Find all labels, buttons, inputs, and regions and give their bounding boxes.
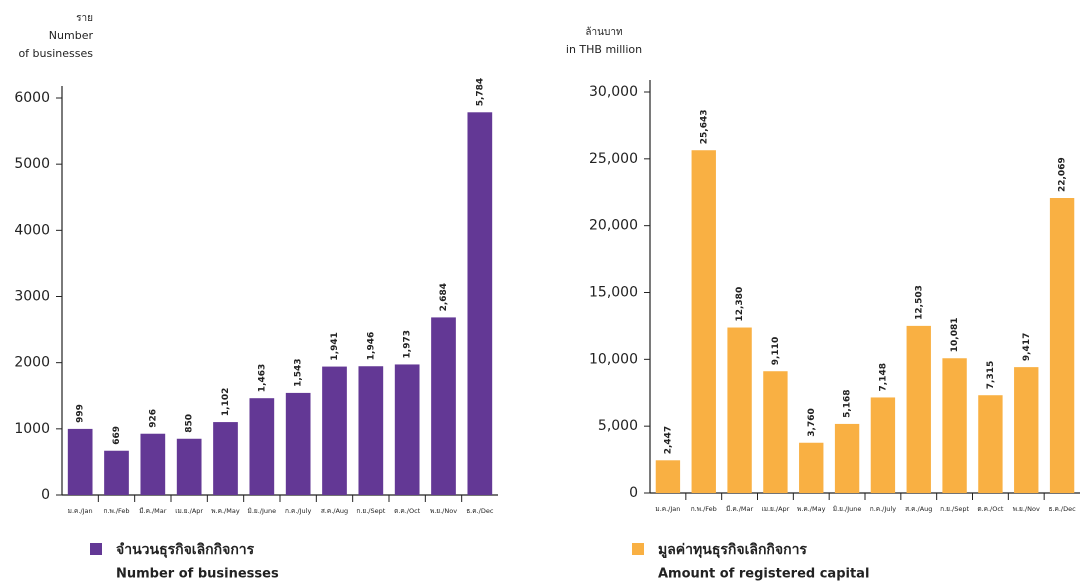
x-tick-label: ก.ค./July <box>285 507 311 515</box>
x-tick-label: ต.ค./Oct <box>394 507 421 515</box>
legend-label: จำนวนธุรกิจเลิกกิจการ <box>116 542 255 558</box>
x-tick-label: ก.ย./Sept <box>356 507 385 515</box>
bar <box>834 423 860 493</box>
value-label: 22,069 <box>1058 157 1068 192</box>
x-tick-label: มี.ค./Mar <box>726 505 754 513</box>
x-tick-label: ก.ย./Sept <box>940 505 969 513</box>
y-axis-label: ล้านบาท <box>585 26 622 38</box>
x-tick-label: ธ.ค./Dec <box>466 507 494 515</box>
x-tick-label: ต.ค./Oct <box>977 505 1004 513</box>
value-label: 9,110 <box>771 337 781 365</box>
value-label: 7,315 <box>986 361 996 389</box>
x-tick-label: ม.ค./Jan <box>68 507 93 515</box>
x-tick-label: ส.ค./Aug <box>321 507 348 515</box>
x-tick-label: ส.ค./Aug <box>905 505 932 513</box>
y-tick-label: 15,000 <box>589 285 638 301</box>
value-label: 12,380 <box>735 287 745 322</box>
x-tick-label: มิ.ย./June <box>833 505 862 513</box>
x-tick-label: เม.ย./Apr <box>175 507 203 515</box>
bar <box>870 397 896 493</box>
legend-label: Amount of registered capital <box>658 567 869 582</box>
y-tick-label: 3000 <box>14 289 50 305</box>
bar <box>213 422 238 495</box>
y-axis-label: in THB million <box>566 43 642 56</box>
y-tick-label: 20,000 <box>589 218 638 234</box>
y-tick-label: 0 <box>41 487 50 503</box>
y-tick-label: 5,000 <box>598 418 638 434</box>
y-tick-label: 4000 <box>14 222 50 238</box>
y-axis-label: of businesses <box>18 47 93 60</box>
value-label: 25,643 <box>699 110 709 145</box>
value-label: 9,417 <box>1022 333 1032 361</box>
value-label: 1,543 <box>294 358 304 386</box>
bar <box>431 317 456 495</box>
bar <box>285 392 311 495</box>
y-tick-label: 2000 <box>14 355 50 371</box>
value-label: 926 <box>148 409 158 428</box>
bar <box>467 112 493 496</box>
bar <box>763 371 788 493</box>
x-tick-label: มี.ค./Mar <box>139 507 167 515</box>
x-tick-label: ก.พ./Feb <box>103 507 129 515</box>
bar <box>1014 367 1039 493</box>
y-axis-label: Number <box>49 29 94 42</box>
value-label: 3,760 <box>807 408 817 436</box>
value-label: 1,946 <box>366 332 376 360</box>
legend-swatch <box>632 543 644 555</box>
bar <box>655 460 681 493</box>
value-label: 2,684 <box>439 283 449 311</box>
bar <box>906 325 931 493</box>
value-label: 2,447 <box>663 426 673 454</box>
bar <box>978 395 1003 493</box>
value-label: 1,973 <box>403 330 413 358</box>
value-label: 7,148 <box>878 363 888 391</box>
bar <box>358 366 384 495</box>
bar <box>176 438 202 495</box>
x-tick-label: ก.ค./July <box>870 505 896 513</box>
y-tick-label: 6000 <box>14 90 50 106</box>
x-tick-label: พ.ย./Nov <box>1013 505 1040 513</box>
x-tick-label: มิ.ย./June <box>248 507 277 515</box>
y-axis-label: ราย <box>76 13 93 24</box>
value-label: 669 <box>112 426 122 445</box>
x-tick-label: พ.ค./May <box>797 505 826 513</box>
x-tick-label: ก.พ./Feb <box>691 505 717 513</box>
legend-label: Number of businesses <box>116 567 279 582</box>
y-tick-label: 10,000 <box>589 351 638 367</box>
x-tick-label: ธ.ค./Dec <box>1048 505 1076 513</box>
y-tick-label: 5000 <box>14 156 50 172</box>
bar <box>322 366 347 495</box>
x-tick-label: ม.ค./Jan <box>655 505 680 513</box>
x-tick-label: พ.ค./May <box>211 507 240 515</box>
bar <box>691 150 716 493</box>
bar <box>67 428 93 495</box>
bar <box>942 358 967 493</box>
legend-swatch <box>90 543 102 555</box>
bar <box>104 450 129 495</box>
value-label: 1,463 <box>257 364 267 392</box>
bar <box>140 433 166 495</box>
bar <box>727 327 752 493</box>
bar <box>249 398 275 495</box>
value-label: 1,941 <box>330 332 340 360</box>
value-label: 999 <box>76 404 86 423</box>
y-tick-label: 0 <box>629 485 638 501</box>
value-label: 5,784 <box>475 78 485 106</box>
y-tick-label: 25,000 <box>589 151 638 167</box>
y-tick-label: 30,000 <box>589 84 638 100</box>
value-label: 1,102 <box>221 388 231 416</box>
x-tick-label: เม.ย./Apr <box>761 505 789 513</box>
x-tick-label: พ.ย./Nov <box>430 507 457 515</box>
legend-label: มูลค่าทุนธุรกิจเลิกกิจการ <box>658 542 807 558</box>
value-label: 5,168 <box>843 389 853 417</box>
bar <box>394 364 420 495</box>
y-tick-label: 1000 <box>14 421 50 437</box>
value-label: 10,081 <box>950 318 960 353</box>
value-label: 850 <box>185 414 195 433</box>
value-label: 12,503 <box>914 285 924 320</box>
bar <box>1049 198 1075 493</box>
bar <box>799 442 824 493</box>
